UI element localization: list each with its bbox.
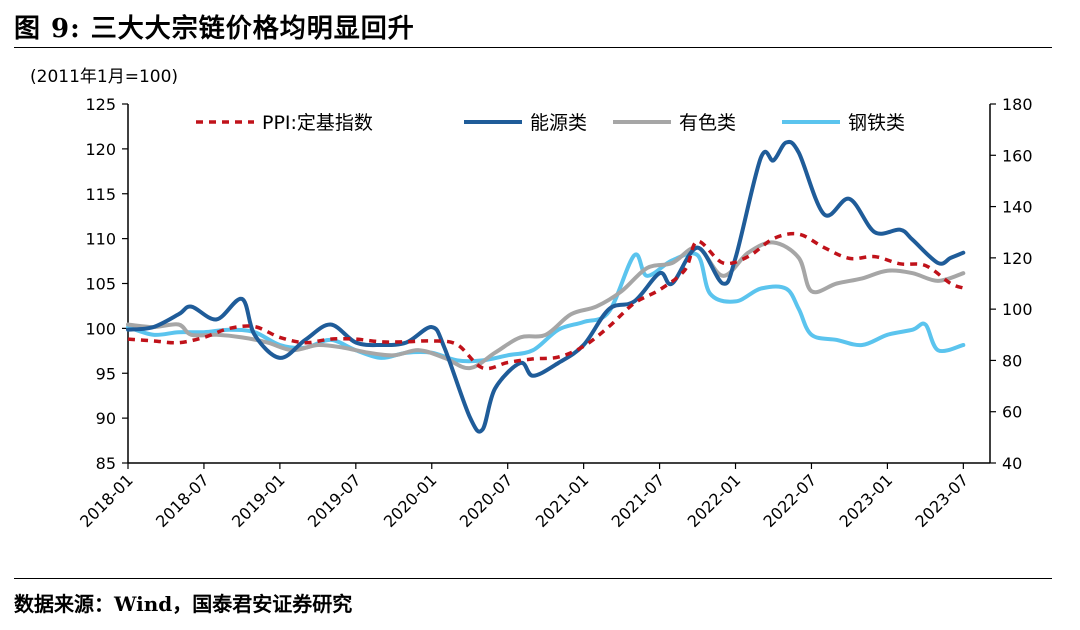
source-rule bbox=[14, 578, 1052, 579]
figure-title: 图 9: 三大大宗链价格均明显回升 bbox=[14, 14, 415, 44]
chart-series bbox=[126, 139, 966, 434]
left-tick-label: 120 bbox=[85, 140, 116, 159]
series-line-steel bbox=[126, 251, 966, 364]
unit-label: (2011年1月=100) bbox=[30, 67, 179, 87]
x-tick-label: 2022-07 bbox=[760, 470, 821, 531]
x-tick-label: 2021-07 bbox=[608, 470, 669, 531]
x-tick-label: 2018-07 bbox=[152, 470, 213, 531]
x-tick-label: 2022-01 bbox=[684, 470, 745, 531]
series-line-energy bbox=[126, 139, 966, 434]
left-tick-label: 100 bbox=[85, 319, 116, 338]
right-tick-label: 40 bbox=[1002, 454, 1022, 473]
chart-legend: PPI:定基指数 能源类 有色类 钢铁类 bbox=[196, 112, 905, 134]
left-tick-label: 115 bbox=[85, 185, 116, 204]
right-tick-label: 120 bbox=[1002, 249, 1033, 268]
right-tick-label: 180 bbox=[1002, 95, 1033, 114]
left-tick-label: 105 bbox=[85, 275, 116, 294]
legend-label-ppi: PPI:定基指数 bbox=[262, 112, 373, 134]
series-line-ppi bbox=[127, 231, 964, 371]
left-tick-label: 110 bbox=[85, 230, 116, 249]
left-tick-label: 95 bbox=[96, 364, 116, 383]
left-tick-label: 125 bbox=[85, 95, 116, 114]
legend-label-steel: 钢铁类 bbox=[848, 112, 905, 134]
right-tick-label: 160 bbox=[1002, 146, 1033, 165]
legend-label-nonferrous: 有色类 bbox=[679, 112, 736, 134]
x-tick-label: 2020-01 bbox=[380, 470, 441, 531]
x-tick-label: 2019-07 bbox=[304, 470, 365, 531]
right-tick-label: 100 bbox=[1002, 300, 1033, 319]
right-tick-label: 80 bbox=[1002, 351, 1022, 370]
left-tick-label: 90 bbox=[96, 409, 116, 428]
chart-axes: 85 90 95 100 105 110 115 120 125 40 60 80 100 120 140 1… bbox=[76, 95, 1032, 531]
x-tick-label: 2023-01 bbox=[836, 470, 897, 531]
right-tick-label: 60 bbox=[1002, 403, 1022, 422]
x-tick-label: 2023-07 bbox=[911, 470, 972, 531]
series-line-nonferrous bbox=[126, 240, 966, 371]
x-tick-label: 2020-07 bbox=[456, 470, 517, 531]
title-rule bbox=[14, 47, 1052, 48]
right-tick-label: 140 bbox=[1002, 198, 1033, 217]
x-tick-label: 2019-01 bbox=[228, 470, 289, 531]
x-tick-label: 2018-01 bbox=[76, 470, 137, 531]
left-tick-label: 85 bbox=[96, 454, 116, 473]
source-note: 数据来源：Wind，国泰君安证券研究 bbox=[14, 592, 353, 616]
legend-label-energy: 能源类 bbox=[530, 112, 587, 134]
x-tick-label: 2021-01 bbox=[532, 470, 593, 531]
